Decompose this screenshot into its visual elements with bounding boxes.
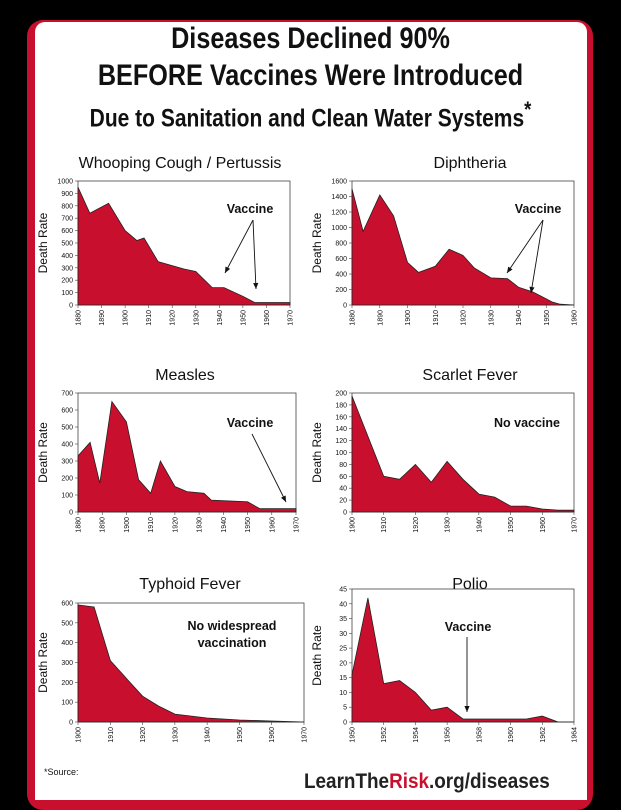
- x-tick-label: 1964: [572, 727, 579, 743]
- x-tick-label: 1950: [350, 727, 357, 743]
- x-tick-label: 1960: [508, 727, 515, 743]
- y-axis-label: Death Rate: [310, 625, 324, 686]
- chart-title: Polio: [452, 576, 488, 593]
- y-tick-label: 45: [339, 587, 347, 594]
- y-tick-label: 35: [339, 616, 347, 623]
- y-tick-label: 40: [339, 601, 347, 608]
- y-tick-label: 20: [339, 660, 347, 667]
- x-tick-label: 1962: [540, 727, 547, 743]
- y-tick-label: 15: [339, 675, 347, 682]
- x-tick-label: 1958: [476, 727, 483, 743]
- footer-url-highlight: Risk: [389, 770, 429, 793]
- footer-url-suffix: .org/diseases: [429, 770, 550, 793]
- x-tick-label: 1952: [381, 727, 388, 743]
- footer-url-prefix: LearnThe: [304, 770, 389, 793]
- x-tick-label: 1956: [445, 727, 452, 743]
- y-tick-label: 5: [343, 705, 347, 712]
- y-tick-label: 30: [339, 631, 347, 638]
- annotation-text: Vaccine: [445, 620, 492, 634]
- x-tick-label: 1954: [413, 727, 420, 743]
- y-tick-label: 25: [339, 646, 347, 653]
- y-tick-label: 0: [343, 720, 347, 727]
- y-tick-label: 10: [339, 690, 347, 697]
- source-label: *Source:: [44, 767, 79, 777]
- footer-url[interactable]: LearnTheRisk.org/diseases: [304, 770, 550, 794]
